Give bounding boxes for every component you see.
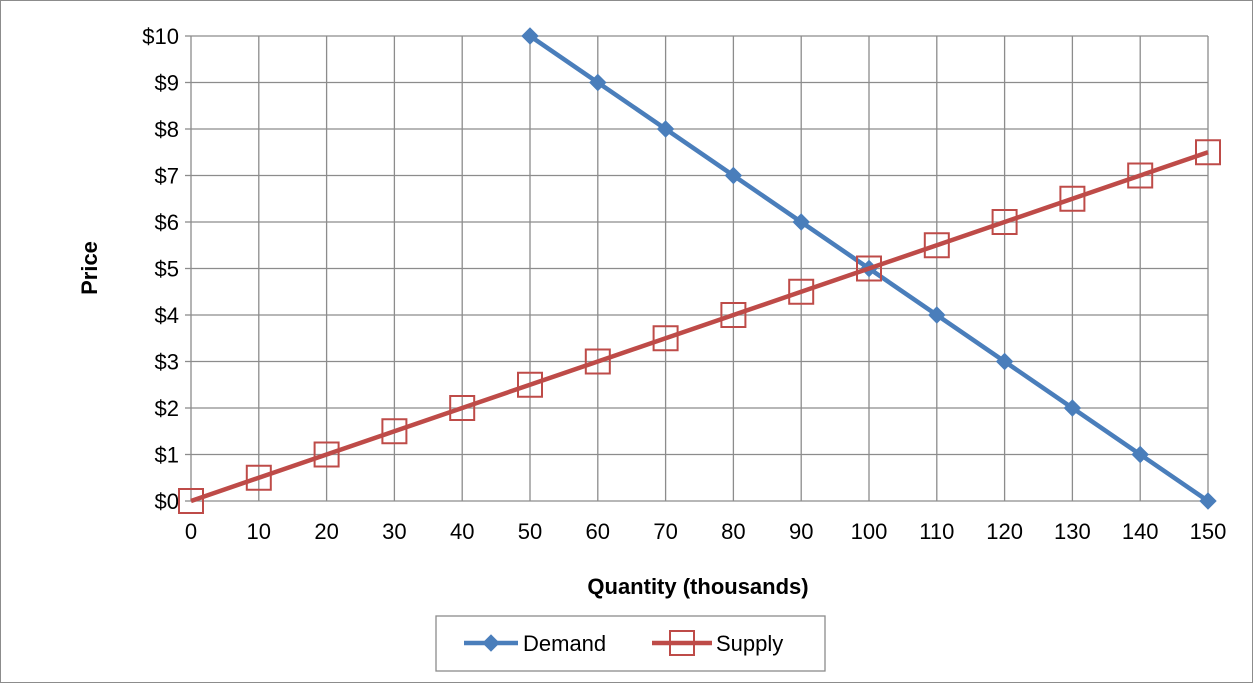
demand-point	[1131, 445, 1149, 464]
supply-point	[720, 302, 747, 328]
x-tick-label: 120	[986, 519, 1023, 544]
x-tick-label: 0	[185, 519, 197, 544]
supply-point	[178, 488, 204, 514]
y-tick-label: $1	[155, 443, 179, 468]
supply-point	[991, 209, 1018, 235]
x-tick-label: 110	[919, 519, 954, 544]
demand-point	[521, 27, 539, 45]
x-tick-label: 40	[450, 519, 474, 544]
supply-point	[584, 348, 611, 375]
y-tick-label: $10	[142, 24, 179, 49]
y-tick-label: $7	[155, 164, 179, 189]
legend-demand-marker	[482, 634, 500, 652]
demand-point	[656, 120, 675, 138]
x-tick-label: 10	[247, 519, 271, 544]
y-tick-label: $9	[155, 71, 179, 96]
y-tick-label: $2	[155, 396, 179, 421]
supply-point	[923, 232, 950, 259]
x-tick-label: 130	[1054, 519, 1091, 544]
demand-point	[724, 166, 743, 185]
x-tick-label: 80	[721, 519, 745, 544]
supply-point	[313, 441, 340, 468]
supply-point	[1059, 185, 1086, 212]
x-tick-label: 90	[789, 519, 813, 544]
x-tick-label: 20	[314, 519, 338, 544]
supply-point	[245, 464, 272, 491]
supply-point	[1195, 139, 1221, 166]
y-tick-label: $8	[155, 117, 179, 142]
supply-point	[856, 255, 882, 282]
supply-series	[178, 139, 1221, 514]
supply-point	[517, 371, 543, 398]
y-tick-label: $3	[155, 350, 179, 375]
supply-point	[788, 278, 815, 305]
demand-point	[792, 213, 810, 231]
y-tick-label: $0	[155, 489, 179, 514]
x-tick-label: 70	[653, 519, 677, 544]
supply-point	[652, 325, 679, 352]
legend-supply-marker	[669, 630, 695, 656]
grid	[185, 35, 1209, 502]
series	[178, 27, 1221, 514]
legend-demand-label: Demand	[523, 631, 606, 656]
y-tick-label: $5	[155, 257, 179, 282]
demand-point	[589, 73, 607, 92]
x-tick-label: 30	[382, 519, 406, 544]
legend-supply-label: Supply	[716, 631, 783, 656]
demand-point	[995, 352, 1014, 371]
supply-line	[190, 150, 1209, 504]
demand-point	[928, 306, 946, 324]
supply-point	[449, 395, 476, 421]
x-tick-label: 150	[1190, 519, 1227, 544]
demand-point	[1063, 399, 1082, 417]
supply-point	[381, 418, 408, 445]
x-tick-label: 140	[1122, 519, 1159, 544]
x-tick-label: 100	[851, 519, 888, 544]
x-axis-title: Quantity (thousands)	[587, 574, 808, 599]
tick-labels: 0 10 20 30 40 50 60 70 80 90 100 110 120 130 140 150 $0 $…	[142, 24, 1226, 544]
demand-point	[1199, 492, 1217, 510]
x-tick-label: 60	[586, 519, 610, 544]
y-tick-label: $4	[155, 303, 179, 328]
x-tick-label: 50	[518, 519, 542, 544]
y-axis-title: Price	[77, 241, 102, 295]
y-tick-label: $6	[155, 210, 179, 235]
legend: Demand Supply	[435, 615, 826, 672]
supply-point	[1127, 162, 1154, 189]
